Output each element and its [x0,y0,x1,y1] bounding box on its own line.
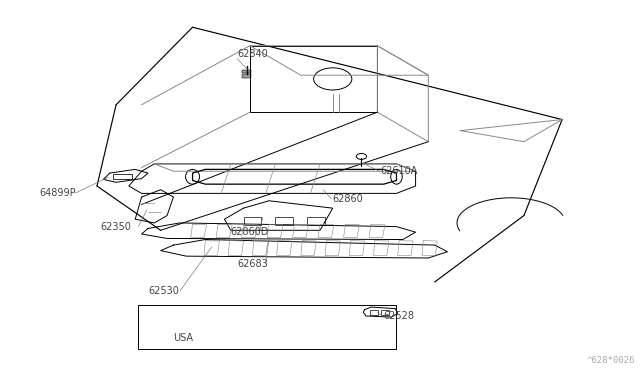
Text: 62530: 62530 [148,286,179,296]
Bar [275,217,293,225]
Bar [113,174,132,179]
Text: 62528: 62528 [384,311,415,321]
Text: 62683: 62683 [237,259,268,269]
Text: 62350: 62350 [100,222,131,232]
Bar [244,217,261,225]
Bar [381,310,389,315]
Text: 62860D: 62860D [231,227,269,237]
Bar [138,305,396,349]
Bar [243,74,251,78]
Text: 62860: 62860 [333,194,364,204]
Text: 64899P: 64899P [40,188,76,198]
Bar [307,217,325,225]
Text: ^628*0026: ^628*0026 [587,356,636,365]
Bar [243,70,251,73]
Text: 62840: 62840 [237,49,268,59]
Text: 62610A: 62610A [381,166,418,176]
Bar [370,310,378,315]
Text: USA: USA [173,333,193,343]
